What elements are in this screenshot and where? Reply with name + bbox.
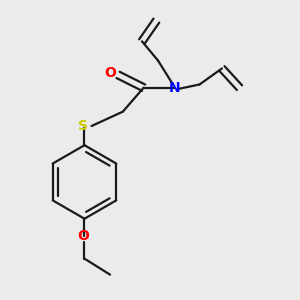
Text: O: O: [104, 66, 116, 80]
Text: O: O: [77, 229, 89, 243]
Text: S: S: [78, 119, 88, 133]
Text: N: N: [169, 81, 181, 95]
